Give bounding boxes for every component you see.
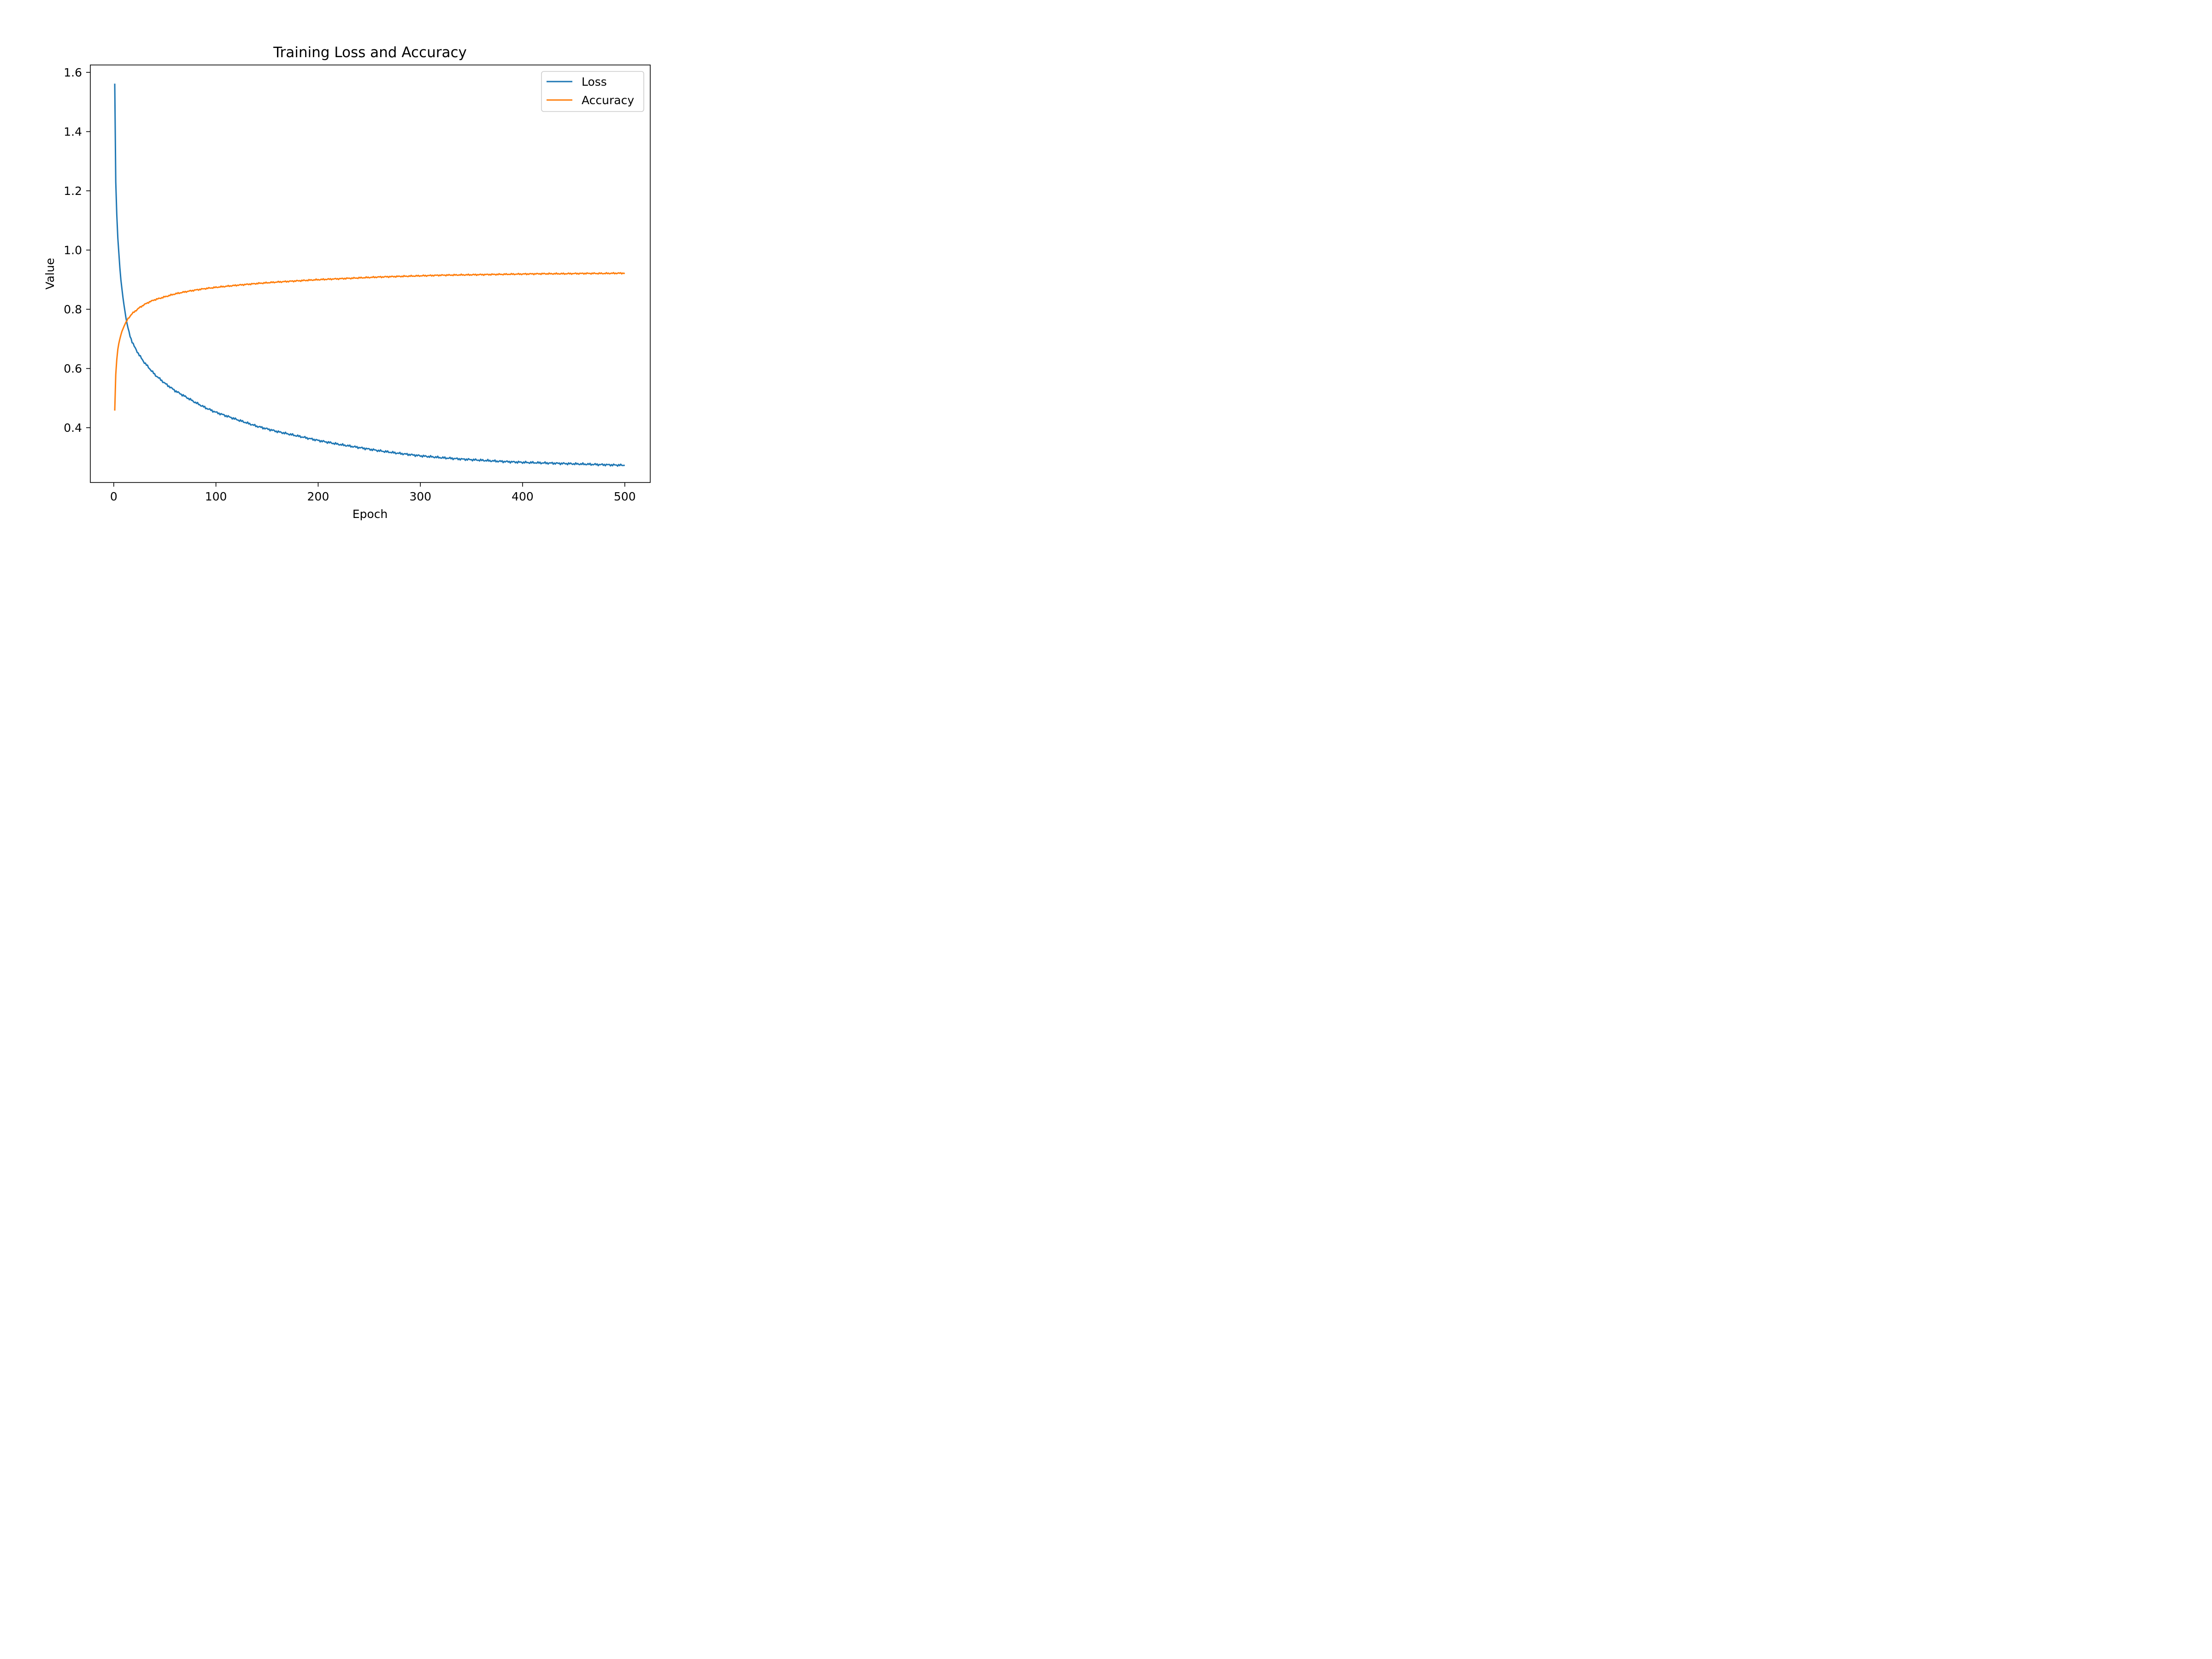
y-tick-label: 0.6: [64, 362, 82, 376]
x-tick-label: 0: [110, 490, 118, 503]
y-tick-label: 1.2: [64, 184, 82, 198]
x-tick-label: 100: [205, 490, 227, 503]
y-tick-label: 0.8: [64, 303, 82, 316]
y-axis-ticks: 0.4 0.6 0.8 1.0 1.2 1.4 1.6: [64, 66, 90, 435]
series-line-accuracy: [114, 272, 625, 411]
series-line-loss: [114, 83, 625, 467]
x-tick-label: 300: [409, 490, 431, 503]
x-tick-label: 200: [307, 490, 329, 503]
y-axis-label: Value: [43, 258, 57, 290]
y-tick-label: 1.4: [64, 125, 82, 139]
y-tick-label: 1.6: [64, 66, 82, 79]
chart-title: Training Loss and Accuracy: [273, 44, 467, 61]
x-tick-label: 500: [614, 490, 636, 503]
y-tick-label: 1.0: [64, 244, 82, 257]
legend-label-accuracy: Accuracy: [582, 94, 634, 107]
figure: Training Loss and Accuracy 0 100 200 300 400…: [0, 0, 712, 534]
x-axis-ticks: 0 100 200 300 400 500: [110, 482, 636, 503]
plot-area-frame: [90, 65, 651, 483]
series-layer: [114, 83, 625, 467]
line-chart: Training Loss and Accuracy 0 100 200 300 400…: [0, 0, 712, 534]
y-tick-label: 0.4: [64, 421, 82, 435]
legend-label-loss: Loss: [582, 75, 607, 88]
x-tick-label: 400: [512, 490, 534, 503]
x-axis-label: Epoch: [353, 507, 388, 521]
legend: Loss Accuracy: [541, 71, 644, 112]
